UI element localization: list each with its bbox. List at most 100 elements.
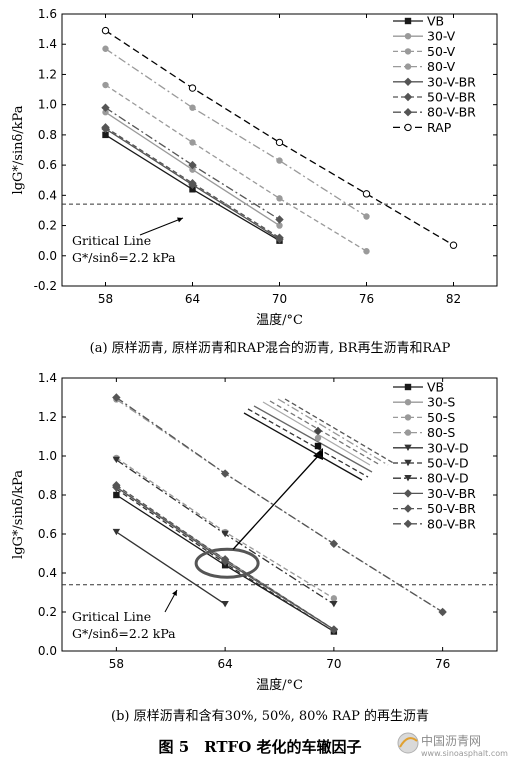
caption-b: (b) 原样沥青和含有30%, 50%, 80% RAP 的再生沥青 bbox=[111, 708, 429, 724]
legend-marker-b bbox=[404, 414, 412, 421]
legend-label-b: 30-S bbox=[427, 395, 455, 410]
x-tick-label-a: 58 bbox=[98, 292, 113, 306]
watermark-logo-icon bbox=[397, 732, 419, 754]
y-axis-label-a: lgG*/sinδ/kPa bbox=[11, 105, 26, 194]
legend-marker-a bbox=[404, 63, 412, 70]
y-tick-label-b: 1.2 bbox=[38, 410, 57, 424]
series-line-a-80-V-BR bbox=[105, 107, 280, 221]
data-point-a-RAP bbox=[188, 84, 197, 92]
legend-marker-b bbox=[404, 459, 412, 467]
inset-zoom-line-b bbox=[284, 398, 396, 465]
legend-label-b: 50-S bbox=[427, 410, 455, 425]
zoom-ellipse-b bbox=[194, 547, 260, 579]
y-tick-label-b: 0.2 bbox=[38, 605, 57, 619]
zoom-arrowhead-b bbox=[313, 448, 323, 460]
legend-marker-a bbox=[403, 77, 413, 86]
data-point-a-VB bbox=[189, 186, 196, 193]
data-point-a-50-V bbox=[363, 248, 370, 255]
critical-line-label-a: Gritical Line bbox=[72, 233, 151, 248]
legend-marker-a bbox=[404, 33, 412, 40]
legend-marker-b bbox=[404, 399, 412, 406]
legend-marker-b bbox=[404, 475, 412, 482]
legend-label-a: 30-V bbox=[427, 29, 456, 44]
annotation-arrow-a bbox=[139, 217, 184, 236]
legend-marker-b bbox=[404, 429, 412, 436]
data-point-a-30-V bbox=[102, 109, 109, 116]
data-point-a-30-V bbox=[189, 166, 196, 173]
data-point-a-80-V bbox=[189, 104, 196, 111]
data-point-b-50-V-BR bbox=[112, 481, 121, 490]
legend-label-b: 50-V-D bbox=[427, 456, 469, 471]
series-line-a-50-V bbox=[105, 84, 367, 252]
x-tick-label-a: 64 bbox=[185, 292, 200, 306]
data-point-a-80-V-BR bbox=[275, 215, 284, 224]
legend-marker-a bbox=[404, 123, 412, 132]
x-axis-label-b: 温度/°C bbox=[256, 677, 303, 693]
data-point-a-50-V-BR bbox=[188, 179, 197, 188]
annotation-arrowhead-b bbox=[172, 590, 177, 596]
y-tick-label-a: 0.6 bbox=[38, 158, 57, 172]
data-point-a-RAP bbox=[101, 26, 110, 35]
data-point-a-80-V-BR bbox=[188, 160, 197, 170]
y-tick-label-a: 0.8 bbox=[38, 128, 57, 142]
data-point-b-80-V-D bbox=[221, 530, 229, 538]
x-tick-label-b: 58 bbox=[109, 657, 124, 671]
legend-marker-b bbox=[403, 504, 413, 513]
series-line-a-80-V bbox=[105, 48, 367, 218]
y-tick-label-a: 0.0 bbox=[38, 249, 57, 263]
annotation-arrowhead-a bbox=[177, 217, 183, 223]
inset-zoom-line-b bbox=[243, 412, 363, 481]
data-point-a-80-V bbox=[276, 157, 283, 164]
legend-marker-b bbox=[403, 489, 413, 498]
series-line-a-RAP bbox=[105, 30, 454, 246]
y-tick-label-a: 1.6 bbox=[38, 7, 57, 21]
y-tick-label-a: -0.2 bbox=[34, 279, 57, 293]
legend-marker-a bbox=[404, 48, 412, 55]
caption-a: (a) 原样沥青, 原样沥青和RAP混合的沥青, BR再生沥青和RAP bbox=[90, 340, 451, 356]
data-point-b-50-V-BR bbox=[220, 555, 230, 564]
y-tick-label-b: 1.4 bbox=[38, 371, 57, 385]
data-point-b-30-V-D bbox=[221, 601, 229, 608]
data-point-b-VB bbox=[113, 491, 120, 499]
data-point-a-50-V bbox=[189, 139, 196, 146]
critical-line-label-b: Gritical Line bbox=[72, 609, 151, 624]
data-point-b-80-V-BR bbox=[220, 469, 230, 478]
data-point-b-80-V-BR bbox=[438, 607, 447, 617]
legend-label-b: 80-V-D bbox=[427, 471, 469, 486]
legend-label-a: VB bbox=[427, 14, 444, 29]
y-axis-label-b: lgG*/sinδ/kPa bbox=[11, 470, 26, 559]
series-line-b-30-V-D bbox=[116, 531, 226, 605]
inset-zoom-line-b bbox=[277, 398, 389, 466]
legend-label-b: 30-V-BR bbox=[427, 486, 476, 501]
data-point-b-30-V-D bbox=[112, 528, 121, 536]
chart-a: -0.2 0.0 0.2 0.4 0.6 0.8 1.0 1.2 1.4 1.6 58 64 70 76 8… bbox=[11, 7, 498, 328]
data-point-a-80-V-BR bbox=[101, 103, 110, 112]
data-point-a-RAP bbox=[275, 138, 284, 147]
legend-label-b: 30-V-D bbox=[427, 440, 469, 455]
x-tick-label-b: 76 bbox=[435, 657, 450, 671]
x-tick-label-a: 76 bbox=[359, 292, 374, 306]
y-tick-label-b: 0.6 bbox=[38, 527, 57, 541]
data-point-a-RAP bbox=[449, 241, 458, 249]
watermark-url: www.sinoasphalt.com bbox=[421, 749, 508, 758]
y-tick-label-b: 0.4 bbox=[38, 566, 57, 580]
legend-marker-b bbox=[404, 444, 412, 451]
data-point-b-80-V-D bbox=[112, 456, 121, 464]
zoom-arrow-b bbox=[232, 454, 320, 550]
series-line-b-80-V-BR bbox=[116, 396, 443, 613]
data-point-a-50-V bbox=[276, 195, 283, 202]
legend-marker-a bbox=[403, 92, 413, 102]
x-tick-label-a: 82 bbox=[446, 292, 461, 306]
plot-frame-b bbox=[61, 377, 498, 652]
y-tick-label-a: 1.2 bbox=[38, 67, 57, 81]
data-point-a-30-V bbox=[276, 222, 283, 229]
y-tick-label-b: 0.0 bbox=[38, 644, 57, 658]
data-point-a-80-V bbox=[363, 213, 370, 220]
y-tick-label-b: 1.0 bbox=[38, 449, 57, 463]
legend-label-b: 50-V-BR bbox=[427, 501, 476, 516]
x-tick-label-b: 64 bbox=[217, 657, 232, 671]
y-tick-label-a: 1.0 bbox=[38, 98, 57, 112]
watermark: 中国沥青网 www.sinoasphalt.com bbox=[397, 732, 508, 758]
data-point-a-VB bbox=[102, 131, 109, 139]
data-point-a-50-V bbox=[102, 81, 109, 89]
